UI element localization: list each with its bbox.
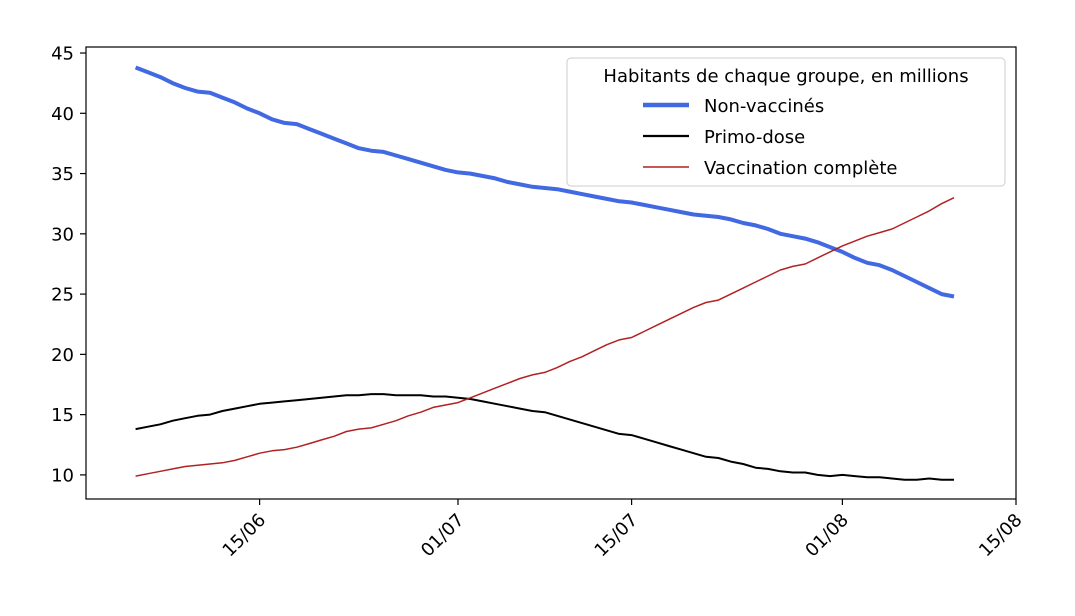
y-tick-label: 15: [51, 405, 74, 426]
series-line-vaccination-complete: [135, 197, 955, 477]
y-tick-label: 30: [51, 224, 74, 245]
legend-label-vaccination-complete: Vaccination complète: [704, 158, 897, 179]
legend-box: [566, 57, 1006, 187]
legend: Habitants de chaque groupe, en millions …: [566, 57, 1006, 187]
legend-label-primo-dose: Primo-dose: [704, 127, 805, 148]
plot-frame: [85, 46, 1017, 500]
y-tick-label: 40: [51, 104, 74, 125]
legend-title: Habitants de chaque groupe, en millions: [603, 66, 968, 87]
y-tick-label: 20: [51, 345, 74, 366]
y-tick-label: 25: [51, 285, 74, 306]
y-tick-label: 35: [51, 164, 74, 185]
y-tick-label: 10: [51, 465, 74, 486]
y-tick-label: 45: [51, 44, 74, 65]
series-line-non-vaccines: [134, 65, 955, 299]
legend-label-non-vaccines: Non-vaccinés: [704, 96, 824, 117]
y-axis: 10 15 20 25 30 35 40 45: [51, 44, 86, 486]
series-line-primo-dose: [135, 393, 954, 481]
series-layer: [134, 65, 955, 481]
